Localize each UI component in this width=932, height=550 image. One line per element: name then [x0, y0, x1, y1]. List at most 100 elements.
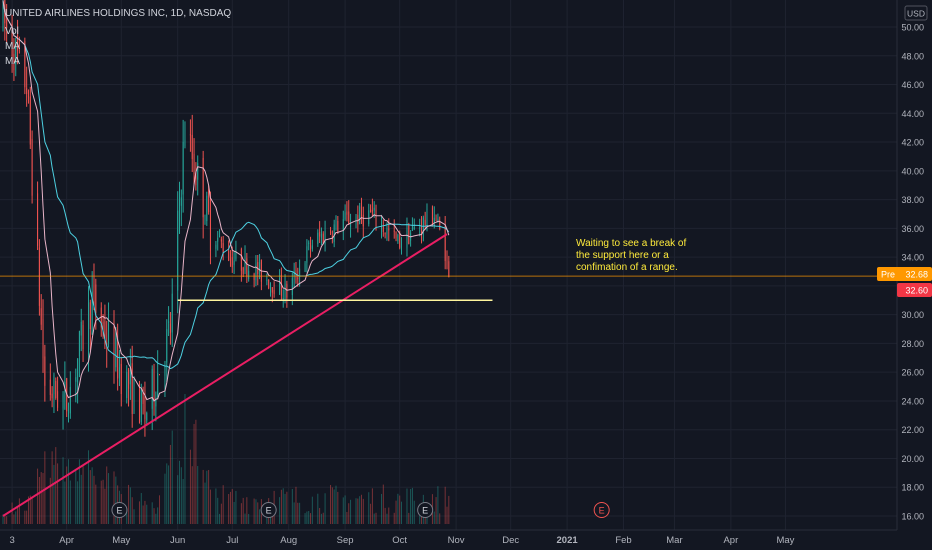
volume-bar — [299, 502, 301, 524]
candle-body — [184, 139, 186, 146]
volume-bar — [11, 502, 13, 524]
grid — [0, 0, 897, 530]
candle-body — [131, 363, 133, 414]
volume-bar — [217, 497, 219, 524]
candle-body — [360, 204, 362, 217]
volume-bar — [31, 497, 33, 524]
time-tick-label: Apr — [59, 535, 74, 546]
price-tick-label: 36.00 — [901, 224, 924, 234]
last-price-badge-value: 32.60 — [905, 286, 928, 296]
volume-bar — [388, 507, 390, 524]
time-tick-label: Oct — [392, 535, 407, 546]
indicator-ma-label[interactable]: MA — [5, 41, 20, 52]
volume-bar — [88, 450, 90, 524]
indicator-vol-label[interactable]: Vol — [5, 26, 19, 37]
price-tick-label: 26.00 — [901, 368, 924, 378]
currency-badge[interactable] — [904, 5, 928, 21]
volume-bar — [448, 495, 450, 524]
candle-body — [371, 209, 373, 213]
candle-body — [195, 175, 197, 186]
candle-body — [169, 323, 171, 334]
premarket-badge-price: 32.68 — [905, 270, 928, 280]
volume-bar — [219, 513, 221, 524]
candle-body — [179, 203, 181, 212]
candle-body — [448, 261, 450, 278]
time-tick-label: Apr — [723, 535, 738, 546]
volume-bar — [375, 512, 377, 524]
volume-bar — [189, 449, 191, 524]
candle-body — [29, 96, 31, 145]
volume-bar — [131, 497, 133, 524]
candle-body — [330, 231, 332, 234]
price-tick-label: 38.00 — [901, 195, 924, 205]
volume-bars — [2, 394, 450, 524]
volume-bar — [295, 486, 297, 524]
volume-bar — [253, 498, 255, 524]
volume-bar — [222, 485, 224, 524]
candle-body — [259, 262, 261, 273]
candle-body — [335, 218, 337, 228]
candle-body — [68, 416, 70, 418]
earnings-marker-label: E — [422, 506, 428, 516]
candle-body — [140, 388, 142, 422]
volume-bar — [401, 501, 403, 524]
volume-bar — [155, 513, 157, 524]
earnings-marker[interactable] — [417, 502, 434, 518]
volume-bar — [346, 511, 348, 524]
volume-bar — [231, 489, 233, 524]
earnings-marker[interactable] — [260, 502, 277, 518]
candle-body — [419, 227, 421, 229]
earnings-marker[interactable] — [593, 502, 610, 518]
candle-body — [95, 284, 97, 313]
volume-bar — [437, 486, 439, 524]
volume-bar — [246, 497, 248, 524]
volume-bar — [335, 485, 337, 524]
candle-body — [446, 258, 448, 260]
candle-body — [406, 228, 408, 248]
volume-bar — [209, 489, 211, 524]
price-tick-label: 24.00 — [901, 396, 924, 406]
support-trendline[interactable] — [2, 233, 448, 517]
candle-body — [51, 393, 53, 399]
candle-body — [293, 271, 295, 276]
candle-body — [217, 237, 219, 242]
volume-bar — [413, 500, 415, 524]
volume-bar — [129, 487, 131, 524]
candle-body — [228, 250, 230, 261]
annotation[interactable]: Waiting to see a break of the support he… — [576, 238, 686, 273]
candle-body — [220, 239, 222, 242]
volume-bar — [439, 513, 441, 524]
candle-body — [355, 216, 357, 223]
volume-bar — [164, 473, 166, 524]
indicator-ma-label-2[interactable]: MA — [5, 56, 20, 67]
time-tick-label: Feb — [615, 535, 631, 546]
candle-body — [433, 217, 435, 223]
earnings-marker[interactable] — [111, 502, 128, 518]
volume-bar — [393, 512, 395, 524]
volume-bar — [77, 481, 79, 524]
volume-bar — [310, 513, 312, 524]
volume-bar — [360, 494, 362, 524]
candle-body — [359, 206, 361, 225]
currency-label: USD — [907, 9, 925, 19]
volume-bar — [324, 493, 326, 524]
candle-body — [197, 163, 199, 180]
time-axis[interactable]: 3 Apr May Jun Jul Aug Sep Oct Nov Dec 2021 Feb Mar Ap… — [0, 529, 932, 550]
candle-body — [53, 375, 55, 395]
volume-bar — [306, 511, 308, 524]
price-axis[interactable]: 16.00 18.00 20.00 22.00 24.00 26.00 28.00 30.00… — [896, 0, 932, 530]
volume-bar — [355, 498, 357, 524]
volume-bar — [333, 489, 335, 524]
candle-body — [268, 279, 270, 289]
candle-body — [164, 366, 166, 376]
volume-bar — [166, 463, 168, 524]
volume-bar — [158, 495, 160, 524]
volume-bar — [106, 466, 108, 524]
volume-bar — [271, 513, 273, 524]
candle-body — [269, 284, 271, 290]
volume-bar — [399, 495, 401, 524]
price-tick-label: 46.00 — [901, 80, 924, 90]
candle-body — [437, 218, 439, 221]
